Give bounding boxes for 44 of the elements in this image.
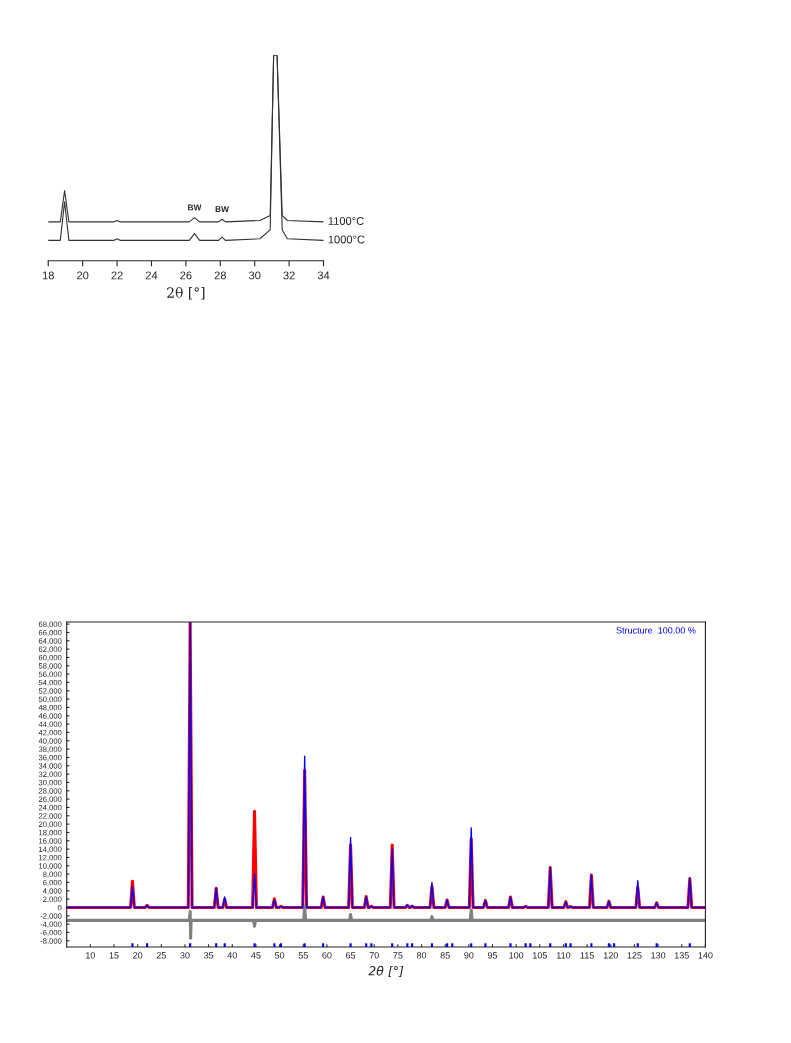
x-tick-label: 125 — [627, 952, 642, 959]
x-tick-label: 105 — [532, 952, 547, 959]
x-tick-label: 75 — [393, 952, 403, 959]
annotation: BW — [188, 204, 202, 211]
x-tick-label: 80 — [416, 952, 427, 959]
x-tick-label: 60 — [322, 952, 332, 959]
x-tick-label: 65 — [346, 952, 356, 959]
series-label: 1000°C — [328, 235, 365, 244]
x-tick-label: 18 — [42, 271, 54, 280]
x-tick-label: 130 — [651, 952, 666, 959]
x-tick-label: 24 — [145, 271, 158, 280]
x-tick-label: 40 — [227, 952, 237, 959]
annotation: Structure 100.00 % — [616, 627, 696, 634]
x-tick-label: 15 — [109, 952, 119, 959]
x-tick-label: 55 — [298, 952, 308, 959]
x-axis-title: 2θ [°] — [167, 286, 205, 300]
x-tick-label: 28 — [214, 271, 226, 280]
x-tick-label: 30 — [248, 271, 261, 280]
x-tick-label: 110 — [556, 952, 571, 959]
line-series — [66, 904, 706, 940]
x-tick-label: 10 — [86, 952, 96, 959]
annotation: BW — [215, 206, 229, 212]
x-tick-label: 135 — [674, 952, 689, 959]
x-tick-label: 50 — [274, 952, 285, 959]
x-axis-title: 2θ [°] — [368, 965, 404, 978]
x-tick-label: 20 — [133, 952, 143, 959]
x-tick-label: 100 — [509, 952, 524, 959]
x-tick-label: 34 — [317, 271, 330, 280]
x-tick-label: 120 — [603, 952, 618, 959]
x-tick-label: 26 — [180, 271, 192, 280]
x-tick-label: 140 — [698, 952, 713, 959]
x-tick-label: 22 — [111, 271, 123, 280]
x-tick-label: 45 — [251, 952, 261, 959]
x-tick-label: 32 — [283, 271, 295, 280]
x-tick-label: 95 — [487, 952, 498, 959]
x-tick-label: 35 — [203, 952, 214, 959]
x-tick-label: 70 — [369, 952, 379, 959]
series-label: 1100°C — [328, 217, 364, 225]
x-tick-label: 85 — [440, 952, 450, 959]
x-tick-label: 20 — [77, 271, 89, 280]
x-tick-label: 30 — [180, 952, 190, 959]
x-tick-label: 115 — [580, 952, 594, 959]
x-tick-label: 25 — [156, 952, 166, 959]
x-tick-label: 90 — [464, 952, 474, 959]
